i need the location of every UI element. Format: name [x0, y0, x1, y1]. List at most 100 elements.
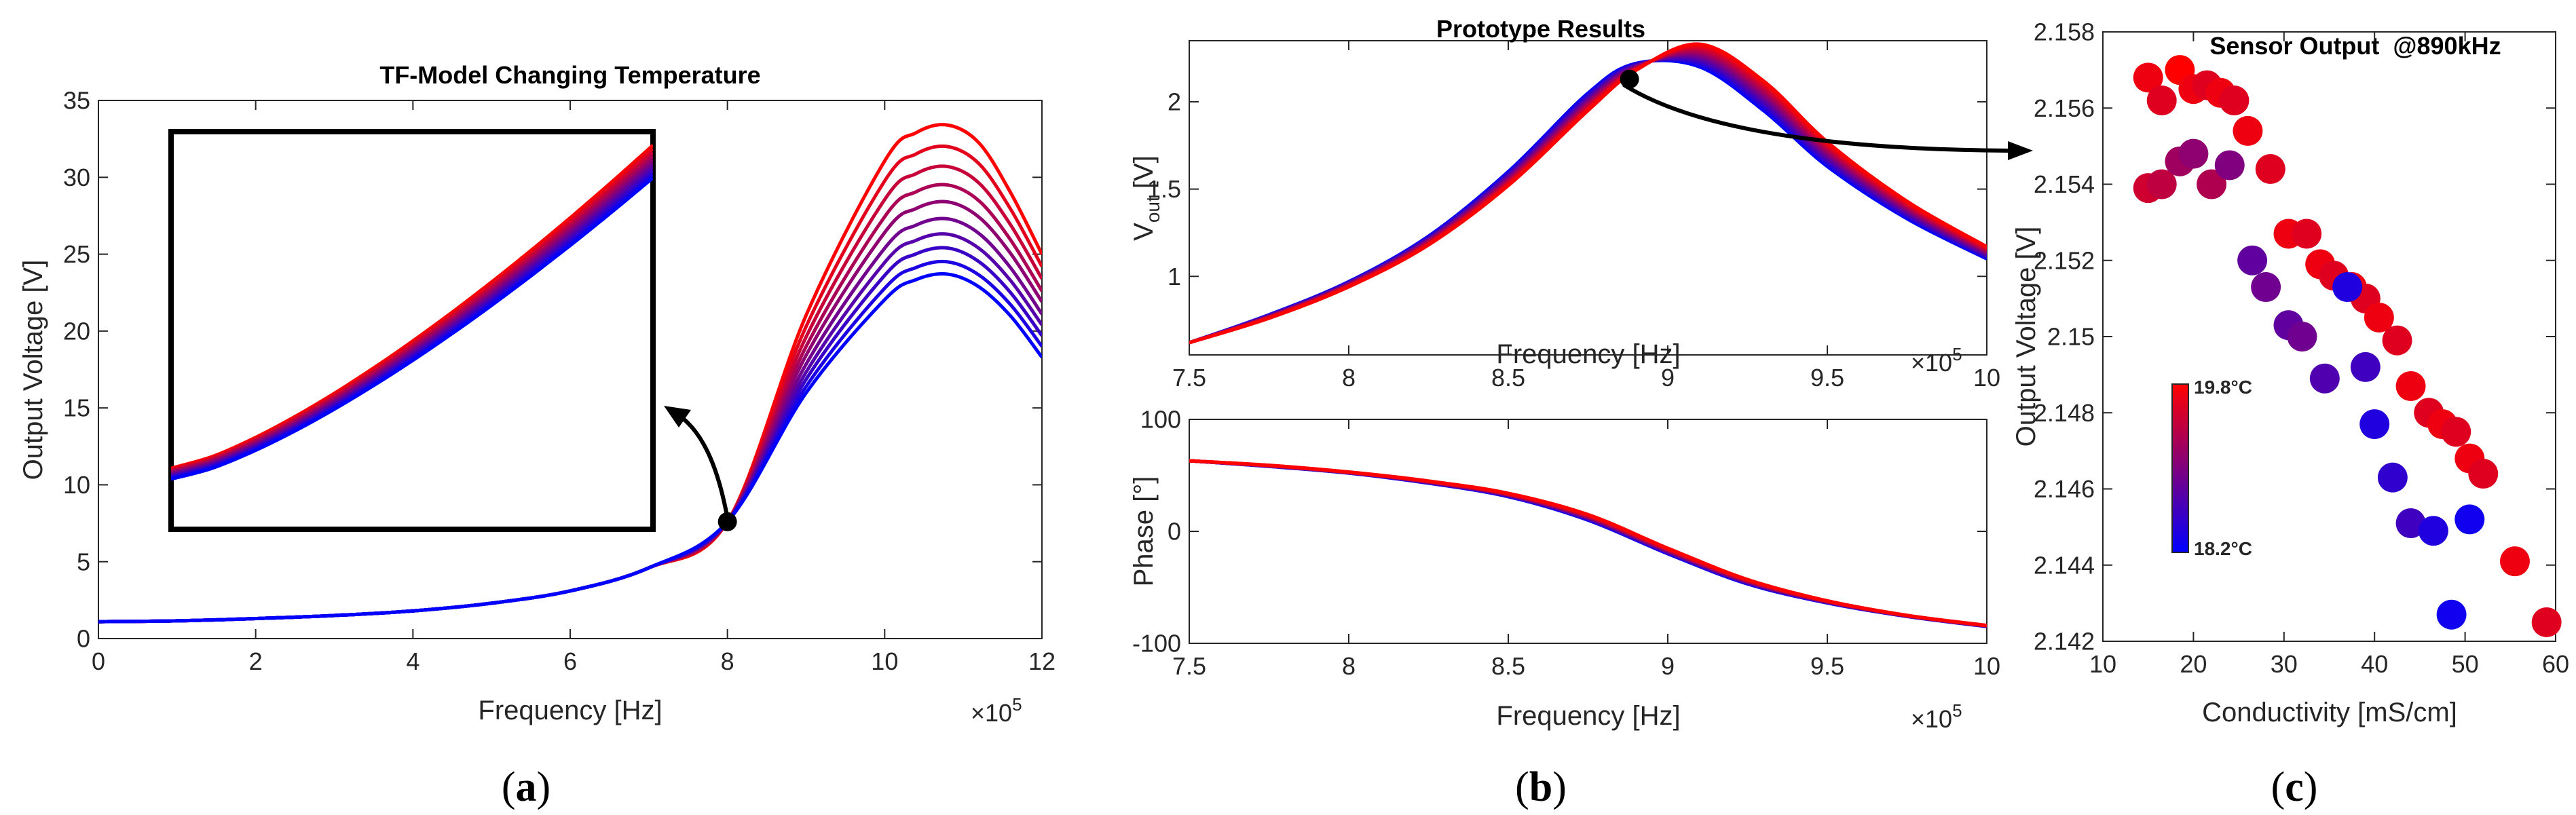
panel-a-ytick-label: 35 — [63, 87, 90, 115]
panel-b-top-ylabel-sub: out — [1142, 196, 1163, 223]
caption-b-letter: b — [1529, 764, 1552, 810]
panel-b-top-x-ticks: 7.5 8 8.5 9 9.5 10 — [1172, 41, 2000, 392]
panel-b-bottom-xlabel: Frequency [Hz] — [1496, 701, 1680, 731]
panel-a-ytick-label: 0 — [77, 625, 90, 653]
panel-a-xtick-label: 4 — [406, 647, 419, 675]
panel-a-xlabel: Frequency [Hz] — [478, 696, 662, 725]
panel-a-y-ticks: 0 5 10 15 20 25 30 35 — [63, 87, 1042, 653]
panel-b-top-ylabel: Vout [V] — [1129, 155, 1163, 241]
panel-a-series-lines — [98, 123, 1042, 624]
panel-c-scatter-point — [2251, 272, 2281, 303]
panel-a-xtick-label: 10 — [871, 647, 898, 675]
caption-c: (c) — [2271, 764, 2318, 810]
panel-b-top-xlabel: Frequency [Hz] — [1496, 339, 1680, 369]
panel-a-inset-box — [168, 129, 656, 532]
panel-b-top-series-lines — [1189, 42, 1987, 345]
panel-a-xtick-label: 8 — [721, 647, 734, 675]
panel-b-top-ytick-label: 1.5 — [1147, 175, 1181, 203]
panel-c-scatter-point — [2499, 546, 2530, 577]
caption-c-letter: c — [2285, 764, 2304, 810]
panel-b-marker-point — [1620, 69, 1639, 89]
panel-c-scatter-point — [2255, 154, 2285, 185]
panel-a-zoom-arrowhead — [664, 406, 691, 428]
panel-c-scatter-point — [2237, 245, 2268, 276]
panel-c-scatter-point — [2359, 409, 2390, 440]
caption-a-letter: a — [516, 764, 537, 810]
panel-c-scatter-point — [2382, 325, 2412, 356]
panel-a-series-line — [98, 272, 1042, 624]
panel-c-scatter-point — [2468, 459, 2499, 489]
panel-b-top-xtick-label: 7.5 — [1172, 364, 1206, 392]
panel-c-scatter-point — [2233, 115, 2263, 146]
panel-b-bottom-xtick-label: 8.5 — [1491, 652, 1525, 680]
panel-c-ytick-label: 2.156 — [2034, 94, 2095, 122]
panel-b-top-y-ticks: 11.52 — [1147, 88, 1987, 290]
panel-a-xtick-label: 0 — [92, 647, 105, 675]
panel-c-colorbar: 19.8°C 18.2°C — [2171, 377, 2252, 559]
panel-c-scatter-point — [2146, 86, 2177, 116]
panel-a-ytick-label: 5 — [77, 548, 90, 575]
panel-b-bottom-ylabel: Phase [°] — [1129, 476, 1159, 587]
panel-b-bottom: 7.5 8 8.5 9 9.5 10 -100 0 100 Frequency [Hz] Ph… — [1129, 406, 2000, 733]
panel-c-xtick-label: 60 — [2542, 650, 2569, 678]
panel-c-scatter-point — [2377, 462, 2408, 493]
panel-c-colorbar-max-label: 19.8°C — [2194, 377, 2252, 398]
panel-c-colorbar-min-label: 18.2°C — [2194, 538, 2252, 559]
panel-b-top-xtick-label: 8.5 — [1491, 364, 1525, 392]
panel-c: Sensor Output @890kHz 10 20 30 40 50 60 2.142… — [2011, 18, 2569, 727]
panel-a-xtick-label: 12 — [1028, 647, 1056, 675]
panel-c-title: Sensor Output @890kHz — [2209, 32, 2501, 60]
panel-b-bottom-xtick-label: 9.5 — [1810, 652, 1844, 680]
panel-b-to-c-arrowhead — [2008, 141, 2033, 160]
panel-b-top-x-multiplier-exp: 5 — [1952, 344, 1962, 364]
panel-b-bottom-ytick-label: 100 — [1140, 406, 1181, 434]
panel-a-ytick-label: 20 — [63, 317, 90, 345]
panel-c-scatter-point — [2454, 504, 2485, 535]
panel-b-top-ytick-label: 1 — [1168, 263, 1181, 290]
panel-a-ytick-label: 30 — [63, 164, 90, 191]
panel-b-top-ytick-label: 2 — [1168, 88, 1181, 116]
panel-c-scatter-point — [2309, 363, 2340, 394]
panel-b-top-ylabel-unit: [V] — [1129, 155, 1159, 196]
panel-c-axes-box — [2102, 31, 2556, 642]
panel-a-inset-line — [171, 176, 653, 481]
panel-b-bottom-y-ticks: -100 0 100 — [1132, 406, 1987, 658]
panel-b-top: Prototype Results 7.5 8 8.5 9 9.5 10 11.52 Fr… — [1129, 15, 2033, 392]
panel-b-top-x-multiplier-base: ×10 — [1911, 349, 1952, 377]
panel-c-scatter-point — [2395, 371, 2426, 401]
panel-c-scatter-point — [2418, 516, 2448, 546]
panel-c-scatter-point — [2395, 508, 2426, 539]
panel-c-ytick-label: 2.158 — [2034, 18, 2095, 46]
panel-c-ytick-label: 2.148 — [2034, 399, 2095, 427]
panel-c-xtick-label: 30 — [2271, 650, 2298, 678]
panel-b-bottom-x-ticks: 7.5 8 8.5 9 9.5 10 — [1172, 419, 2000, 680]
panel-b-bottom-xtick-label: 7.5 — [1172, 652, 1206, 680]
panel-b-top-series-line — [1189, 42, 1987, 345]
panel-c-ylabel: Output Voltage [V] — [2011, 227, 2041, 447]
panel-c-colorbar-bar — [2171, 383, 2189, 553]
panel-c-scatter-point — [2364, 302, 2394, 333]
panel-c-ytick-label: 2.142 — [2034, 628, 2095, 656]
caption-b: (b) — [1515, 764, 1567, 810]
panel-b-bottom-x-multiplier-base: ×10 — [1911, 705, 1952, 733]
panel-b-title: Prototype Results — [1436, 15, 1645, 43]
panel-b-bottom-ytick-label: 0 — [1168, 518, 1181, 546]
panel-c-scatter-point — [2219, 86, 2250, 116]
panel-b-bottom-series-line — [1189, 459, 1987, 628]
panel-c-scatter-point — [2531, 607, 2562, 637]
panel-a-x-multiplier-exp: 5 — [1012, 694, 1022, 715]
panel-a-x-multiplier-base: ×10 — [971, 699, 1012, 727]
panel-b-top-xtick-label: 9 — [1661, 364, 1675, 392]
panel-b-bottom-x-multiplier: ×105 — [1911, 700, 1962, 733]
panel-c-scatter-point — [2197, 169, 2227, 200]
panel-c-ytick-label: 2.144 — [2034, 551, 2095, 579]
panel-c-xtick-label: 20 — [2180, 650, 2207, 678]
panel-c-xtick-label: 50 — [2452, 650, 2479, 678]
panel-a-ytick-label: 15 — [63, 394, 90, 422]
panel-c-x-ticks: 10 20 30 40 50 60 — [2089, 32, 2569, 678]
panel-c-ytick-label: 2.152 — [2034, 246, 2095, 274]
panel-c-ytick-label: 2.146 — [2034, 475, 2095, 503]
panel-c-scatter-point — [2178, 138, 2209, 169]
panel-c-scatter-point — [2441, 417, 2471, 447]
panel-a-xtick-label: 6 — [563, 647, 577, 675]
